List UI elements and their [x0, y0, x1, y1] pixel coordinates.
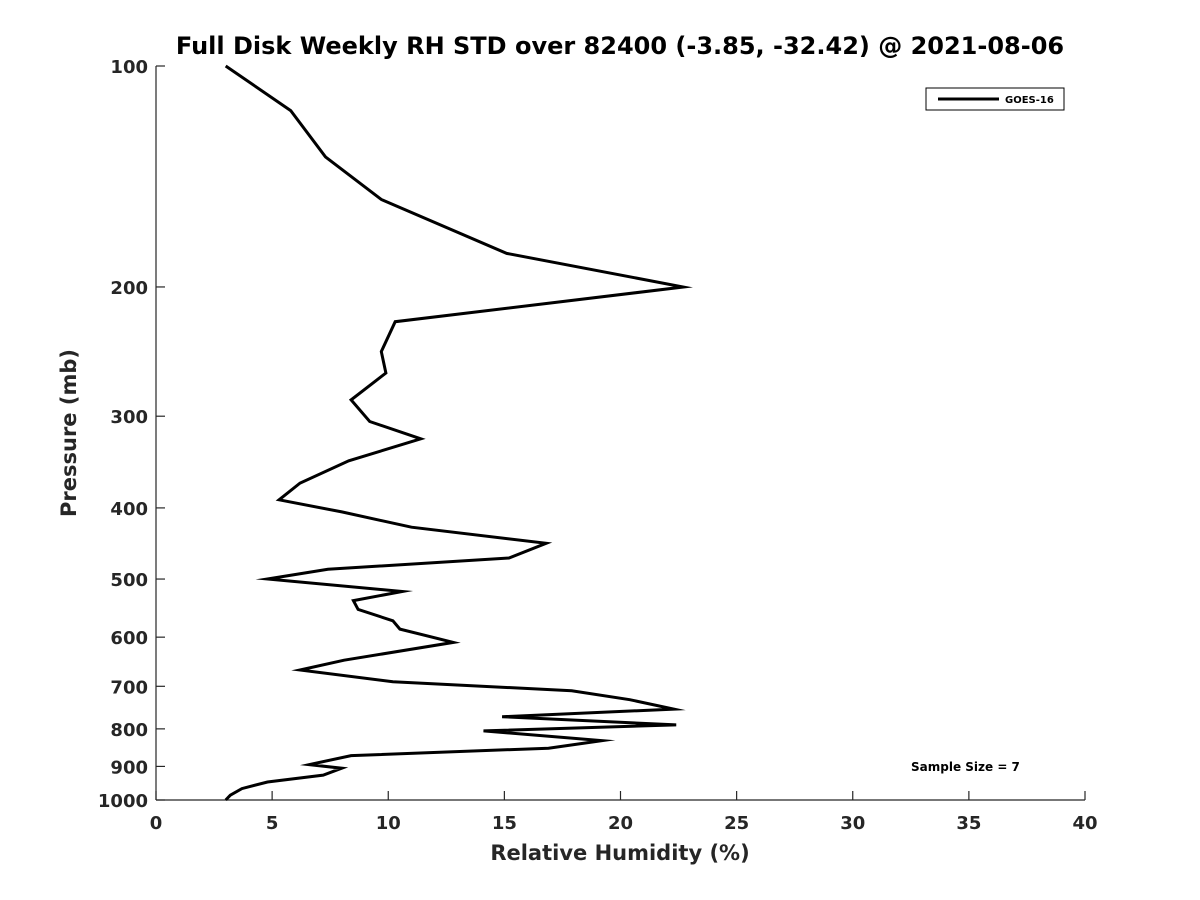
chart-title: Full Disk Weekly RH STD over 82400 (-3.8…	[176, 32, 1064, 60]
x-tick-label: 5	[266, 813, 279, 834]
plot-lines	[224, 64, 693, 802]
axes: 0 5 10 15 20 25 30 35 40 100 200 300 400 500 600 700 800…	[98, 57, 1098, 834]
y-tick-label: 100	[110, 57, 148, 78]
y-tick-label: 600	[110, 628, 148, 649]
y-tick-label: 900	[110, 757, 148, 778]
series-line-goes-16	[224, 64, 693, 802]
y-tick-label: 200	[110, 278, 148, 299]
y-tick-label: 500	[110, 570, 148, 591]
x-tick-label: 15	[492, 813, 517, 834]
x-tick-label: 0	[150, 813, 163, 834]
legend: GOES-16	[925, 87, 1065, 111]
x-tick-label: 35	[956, 813, 981, 834]
y-tick-label: 800	[110, 720, 148, 741]
y-tick-label: 300	[110, 407, 148, 428]
y-tick-label: 400	[110, 499, 148, 520]
x-tick-label: 40	[1072, 813, 1097, 834]
x-tick-label: 20	[608, 813, 633, 834]
legend-label-goes-16: GOES-16	[1005, 95, 1054, 106]
x-axis-label: Relative Humidity (%)	[490, 841, 749, 865]
y-tick-label: 700	[110, 677, 148, 698]
x-tick-label: 30	[840, 813, 865, 834]
y-tick-label: 1000	[98, 791, 148, 812]
sample-size-annotation: Sample Size = 7	[911, 760, 1020, 774]
x-tick-label: 25	[724, 813, 749, 834]
y-axis-label: Pressure (mb)	[57, 349, 81, 517]
x-tick-label: 10	[376, 813, 401, 834]
